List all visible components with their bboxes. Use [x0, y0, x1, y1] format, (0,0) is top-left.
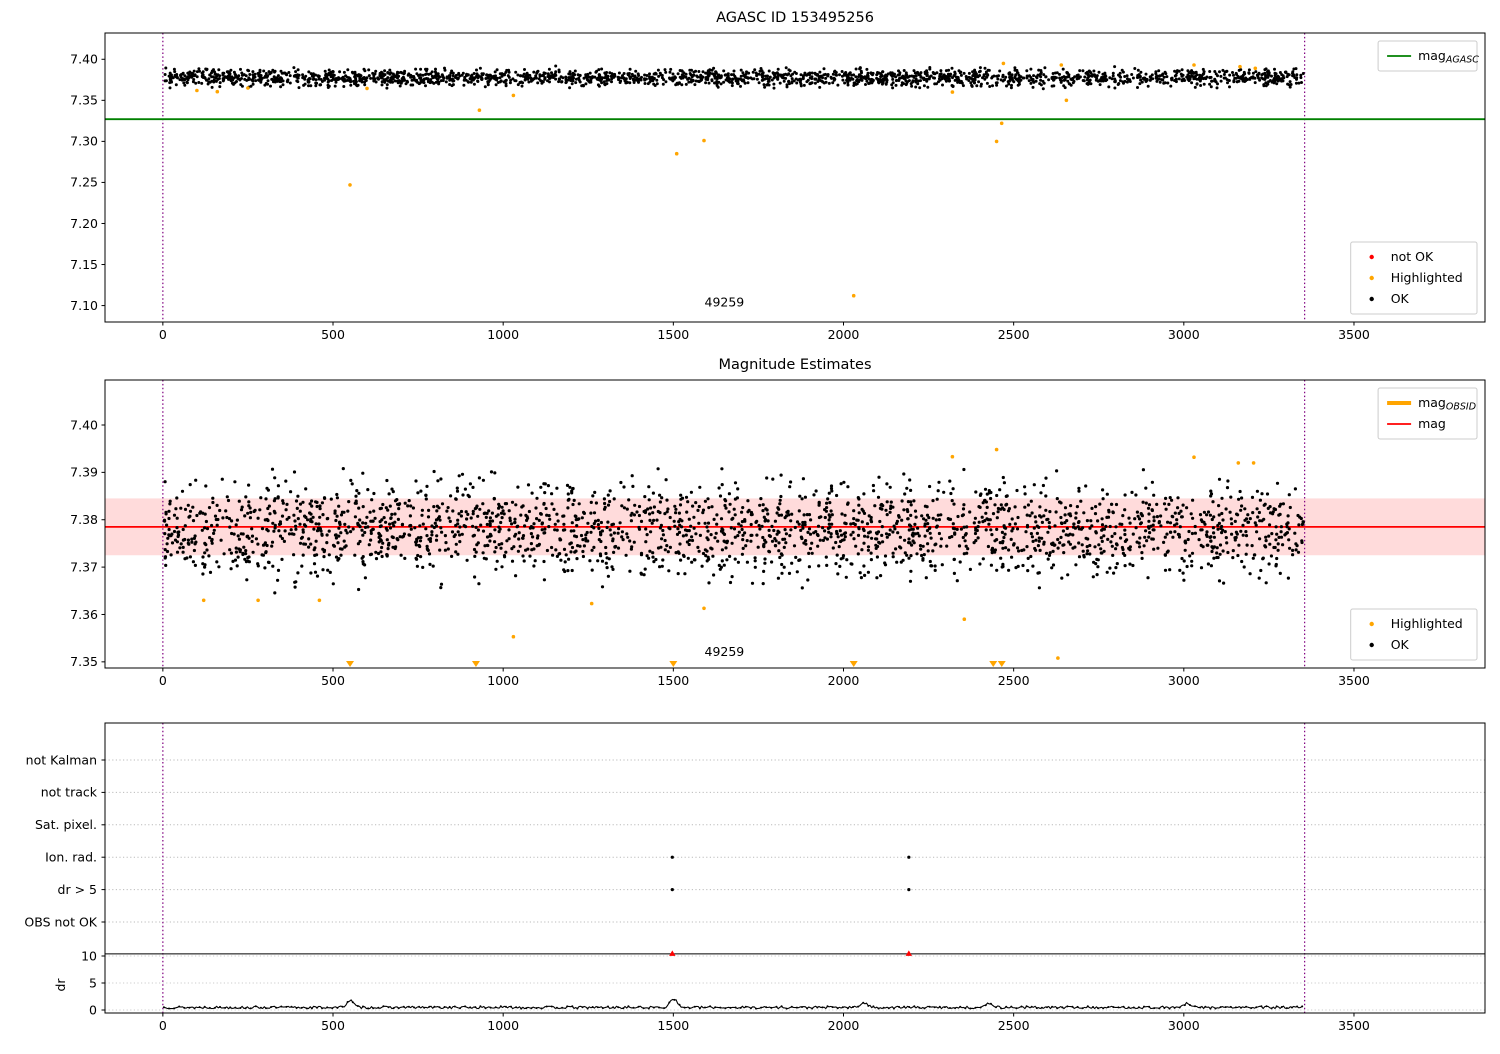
legend-entry-label: Highlighted [1391, 616, 1463, 631]
chart-title: AGASC ID 153495256 [716, 10, 874, 26]
legend-entry-label: mag [1418, 416, 1446, 431]
x-tick-label: 1000 [487, 327, 519, 342]
flag-row-label: OBS not OK [24, 914, 97, 929]
chart-title: Magnitude Estimates [718, 357, 871, 373]
y-tick-label: 7.35 [70, 93, 98, 108]
clipped-low-marker [471, 661, 480, 667]
clipped-low-marker [346, 661, 355, 667]
x-tick-label: 1000 [487, 673, 519, 688]
flag-row-label: not track [41, 785, 98, 800]
x-tick-label: 0 [159, 327, 167, 342]
x-tick-label: 500 [321, 1018, 345, 1033]
series-ok [162, 467, 1305, 595]
x-tick-label: 2000 [828, 673, 860, 688]
legend-dot-swatch [1369, 275, 1374, 281]
dr-series-line [163, 998, 1303, 1010]
x-tick-label: 1500 [657, 1018, 689, 1033]
flag-point [670, 888, 674, 892]
x-tick-label: 2500 [998, 673, 1030, 688]
x-tick-label: 3000 [1168, 327, 1200, 342]
x-tick-label: 3500 [1338, 1018, 1370, 1033]
dr-tick-label: 0 [89, 1002, 97, 1017]
clipped-low-marker [849, 661, 858, 667]
x-tick-label: 3500 [1338, 673, 1370, 688]
chart-magnitude-estimates: 49259 0 500 1000 1500 2000 2500 3000 3500 7.35 7.3… [70, 357, 1486, 688]
flag-point [907, 855, 911, 859]
x-tick-label: 2500 [998, 1018, 1030, 1033]
x-tick-label: 3500 [1338, 327, 1370, 342]
legend-dot-swatch [1369, 254, 1374, 260]
flag-row-label: Ion. rad. [45, 850, 97, 865]
legend-entry-label: Highlighted [1391, 270, 1463, 285]
clipped-low-marker [989, 661, 998, 667]
legend-box [1377, 387, 1478, 440]
x-tick-label: 500 [321, 327, 345, 342]
y-tick-label: 7.15 [70, 257, 98, 272]
flag-row-label: dr > 5 [58, 882, 97, 897]
legend-dot-swatch [1369, 642, 1374, 648]
legend-entry-label: OK [1391, 637, 1410, 652]
y-tick-label: 7.30 [70, 134, 98, 149]
x-tick-label: 500 [321, 673, 345, 688]
legend-entry-label: OK [1391, 291, 1410, 306]
legend-dot-swatch [1369, 621, 1374, 627]
dr-clipped-marker [905, 950, 913, 956]
obsid-annotation: 49259 [705, 294, 745, 309]
y-tick-label: 7.20 [70, 216, 98, 231]
legend-dot-swatch [1369, 296, 1374, 302]
clipped-low-marker [997, 661, 1006, 667]
x-tick-label: 1000 [487, 1018, 519, 1033]
dr-axis-label: dr [53, 978, 68, 992]
y-tick-label: 7.35 [70, 654, 98, 669]
legend-box [1350, 608, 1478, 661]
x-tick-label: 3000 [1168, 673, 1200, 688]
series-highlighted [195, 61, 1258, 298]
obsid-annotation: 49259 [705, 644, 745, 659]
x-tick-label: 2000 [828, 327, 860, 342]
series-ok [163, 64, 1305, 91]
legend-entry-label: not OK [1391, 249, 1434, 264]
x-tick-label: 1500 [657, 327, 689, 342]
y-tick-label: 7.37 [70, 559, 98, 574]
x-tick-label: 1500 [657, 673, 689, 688]
legend-box [1377, 40, 1478, 72]
flag-point [907, 888, 911, 892]
flag-point [670, 855, 674, 859]
x-tick-label: 2500 [998, 327, 1030, 342]
flag-row-label: not Kalman [26, 752, 97, 767]
axes-spines [104, 722, 1486, 1014]
x-tick-label: 3000 [1168, 1018, 1200, 1033]
chart-agasc-mag: 49259 0 500 1000 1500 2000 2500 3000 3500 7.10 7.1… [70, 10, 1486, 342]
x-tick-label: 0 [159, 673, 167, 688]
x-tick-label: 2000 [828, 1018, 860, 1033]
y-tick-label: 7.10 [70, 298, 98, 313]
legend-box [1350, 241, 1478, 315]
y-tick-label: 7.40 [70, 52, 98, 67]
clipped-low-marker [669, 661, 678, 667]
axes-spines [104, 379, 1486, 669]
y-tick-label: 7.39 [70, 465, 98, 480]
y-tick-label: 7.25 [70, 175, 98, 190]
y-tick-label: 7.40 [70, 417, 98, 432]
y-tick-label: 7.38 [70, 512, 98, 527]
x-tick-label: 0 [159, 1018, 167, 1033]
chart-flags: 0 500 1000 1500 2000 2500 3000 3500 not Kalman no… [24, 722, 1486, 1033]
dr-tick-label: 5 [89, 975, 97, 990]
y-tick-label: 7.36 [70, 607, 98, 622]
dr-clipped-marker [669, 950, 676, 956]
flag-row-label: Sat. pixel. [35, 817, 97, 832]
series-highlighted [201, 447, 1256, 667]
axes-spines [104, 32, 1486, 323]
dr-series-markers [162, 998, 1304, 1010]
dr-tick-label: 10 [81, 948, 97, 963]
